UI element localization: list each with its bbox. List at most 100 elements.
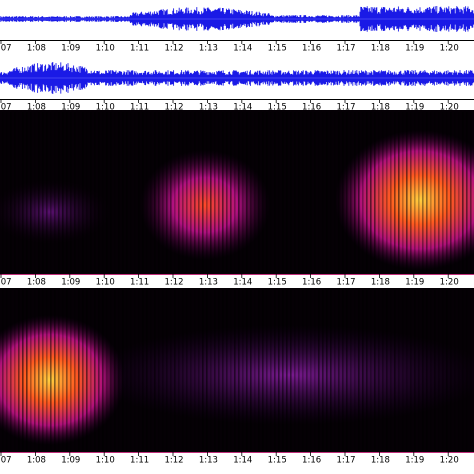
striation (298, 290, 300, 450)
striation (218, 290, 220, 450)
striation (146, 112, 148, 272)
striation (126, 290, 128, 450)
striation (246, 112, 248, 272)
striation (262, 290, 264, 450)
tick-label: 1:08 (27, 103, 46, 113)
striation (202, 112, 204, 272)
tick-label: 1:11 (130, 278, 149, 288)
striation (190, 290, 192, 450)
striation (38, 112, 40, 272)
striation (314, 112, 316, 272)
striation (2, 290, 4, 450)
striation (290, 290, 292, 450)
spectrogram-energy (0, 315, 125, 445)
striation (174, 112, 176, 272)
striation (462, 112, 464, 272)
tick-label: 1:11 (130, 44, 149, 54)
tick-label: 1:08 (27, 44, 46, 54)
striation (54, 112, 56, 272)
tick-label: 1:08 (27, 278, 46, 288)
tick-label: 1:14 (233, 103, 252, 113)
striation (46, 112, 48, 272)
striation (182, 112, 184, 272)
striation (166, 290, 168, 450)
tick-label: 1:13 (199, 103, 218, 113)
tick-label: 1:16 (302, 44, 321, 54)
striation (322, 112, 324, 272)
tick-label: 1:15 (268, 44, 287, 54)
striation (422, 112, 424, 272)
tick-label: 1:17 (336, 44, 355, 54)
tick-label: 1:16 (302, 456, 321, 466)
striation (114, 290, 116, 450)
striation (62, 112, 64, 272)
striation (194, 112, 196, 272)
striation (34, 290, 36, 450)
tick-label: 1:20 (440, 103, 459, 113)
tick-label: 1:13 (199, 456, 218, 466)
tick-label: 1:10 (96, 456, 115, 466)
tick-label: 1:07 (0, 103, 12, 113)
striation (234, 290, 236, 450)
tick-label: 1:14 (233, 456, 252, 466)
striation (74, 290, 76, 450)
striation (62, 290, 64, 450)
striation (274, 112, 276, 272)
striation (434, 112, 436, 272)
striation (54, 290, 56, 450)
striation (158, 112, 160, 272)
tick-label: 1:19 (405, 278, 424, 288)
spectrogram-energy (140, 150, 270, 260)
striation (342, 290, 344, 450)
tick-label: 1:09 (61, 103, 80, 113)
striation (354, 290, 356, 450)
tick-label: 1:11 (130, 103, 149, 113)
tick-label: 1:10 (96, 278, 115, 288)
striation (154, 290, 156, 450)
striation (242, 290, 244, 450)
axis-strip (0, 99, 474, 110)
striation (402, 290, 404, 450)
striation (330, 112, 332, 272)
striation (306, 290, 308, 450)
striation (414, 290, 416, 450)
striation (246, 290, 248, 450)
striation (338, 290, 340, 450)
striation (122, 112, 124, 272)
striation (346, 112, 348, 272)
striation (294, 112, 296, 272)
striation (226, 290, 228, 450)
striation (150, 112, 152, 272)
striation (206, 112, 208, 272)
striation (350, 112, 352, 272)
axis-strip (0, 40, 474, 53)
tick-label: 1:12 (164, 103, 183, 113)
striation (426, 112, 428, 272)
striation (290, 112, 292, 272)
striation (150, 290, 152, 450)
striation (66, 290, 68, 450)
striation (466, 290, 468, 450)
striation (162, 290, 164, 450)
striation (362, 112, 364, 272)
tick-label: 1:13 (199, 278, 218, 288)
striation (422, 290, 424, 450)
tick-label: 1:16 (302, 103, 321, 113)
striation (386, 112, 388, 272)
striation (78, 112, 80, 272)
striation (218, 112, 220, 272)
striation (182, 290, 184, 450)
tick-label: 1:15 (268, 456, 287, 466)
striation (142, 290, 144, 450)
striation (362, 290, 364, 450)
striation (2, 112, 4, 272)
tick-label: 1:20 (440, 456, 459, 466)
striation (70, 290, 72, 450)
striation (450, 290, 452, 450)
striation (282, 112, 284, 272)
striation (110, 112, 112, 272)
striation (446, 290, 448, 450)
striation (286, 112, 288, 272)
tick-label: 1:09 (61, 456, 80, 466)
striation (170, 112, 172, 272)
